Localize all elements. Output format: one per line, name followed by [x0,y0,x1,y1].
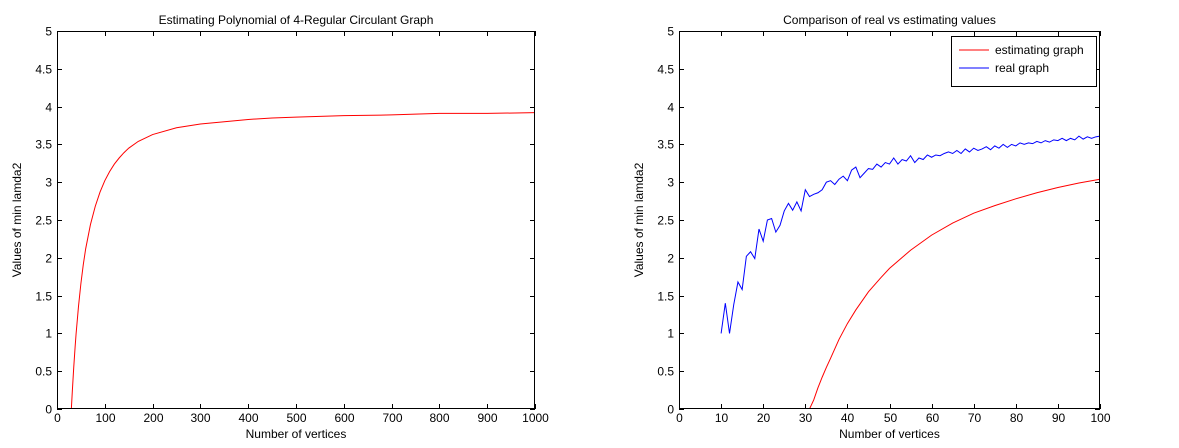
plot-area [679,31,1100,409]
x-axis-label: Number of vertices [246,427,347,441]
x-tick-label: 20 [757,411,771,425]
series-line-real-graph [720,135,1100,334]
x-tick-label: 400 [238,411,258,425]
x-tick-label: 800 [429,411,449,425]
x-tick-label: 90 [1052,411,1066,425]
y-tick-label: 1 [667,327,674,341]
x-tick-label: 30 [799,411,813,425]
series-line-1 [70,112,535,409]
x-tick-label: 700 [382,411,402,425]
x-axis-label: Number of vertices [839,427,940,441]
y-tick-label: 4 [45,101,52,115]
legend-entry: real graph [995,61,1049,75]
chart-title: Comparison of real vs estimating values [783,13,996,27]
y-tick-label: 0.5 [35,365,52,379]
y-tick-label: 0.5 [657,365,674,379]
x-tick-label: 200 [143,411,163,425]
x-tick-label: 60 [926,411,940,425]
x-tick-label: 70 [968,411,982,425]
y-tick-label: 4.5 [657,63,674,77]
y-axis-label: Values of min lamda2 [10,162,24,277]
legend-entry: estimating graph [995,43,1084,57]
y-tick-label: 2.5 [35,214,52,228]
x-tick-label: 10 [715,411,729,425]
y-tick-label: 1 [45,327,52,341]
chart-title: Estimating Polynomial of 4-Regular Circu… [159,13,434,27]
y-tick-label: 1.5 [657,290,674,304]
x-tick-label: 500 [286,411,306,425]
y-tick-label: 3 [45,176,52,190]
x-tick-label: 1000 [522,411,549,425]
y-tick-label: 5 [667,25,674,39]
y-axis-label: Values of min lamda2 [632,162,646,277]
series-line-estimating-graph [809,178,1100,409]
x-tick-label: 0 [676,411,683,425]
y-tick-label: 2 [667,252,674,266]
x-tick-label: 40 [841,411,855,425]
y-tick-label: 3.5 [35,138,52,152]
chart-2: 0 10 20 30 40 50 60 70 80 90 100 0 0.5 1 1.5 2 2.5 3 3.5 4 4… [632,13,1111,441]
x-tick-label: 300 [190,411,210,425]
legend-box [951,36,1097,87]
x-tick-label: 100 [95,411,115,425]
plot-area [57,31,535,409]
chart-1: 0 100 200 300 400 500 600 700 800 900 1000 0 0.5 1 1.5… [10,13,549,441]
x-tick-label: 600 [334,411,354,425]
y-tick-label: 0 [45,403,52,417]
x-tick-label: 100 [1090,411,1110,425]
y-tick-label: 5 [45,25,52,39]
y-tick-label: 4.5 [35,63,52,77]
x-tick-label: 80 [1010,411,1024,425]
y-tick-label: 3.5 [657,138,674,152]
legend: estimating graph real graph [951,36,1097,87]
y-tick-label: 0 [667,403,674,417]
y-tick-label: 2.5 [657,214,674,228]
y-tick-label: 3 [667,176,674,190]
x-tick-label: 50 [884,411,898,425]
x-tick-label: 0 [54,411,61,425]
y-tick-label: 2 [45,252,52,266]
y-tick-label: 4 [667,101,674,115]
y-tick-label: 1.5 [35,290,52,304]
x-tick-label: 900 [477,411,497,425]
